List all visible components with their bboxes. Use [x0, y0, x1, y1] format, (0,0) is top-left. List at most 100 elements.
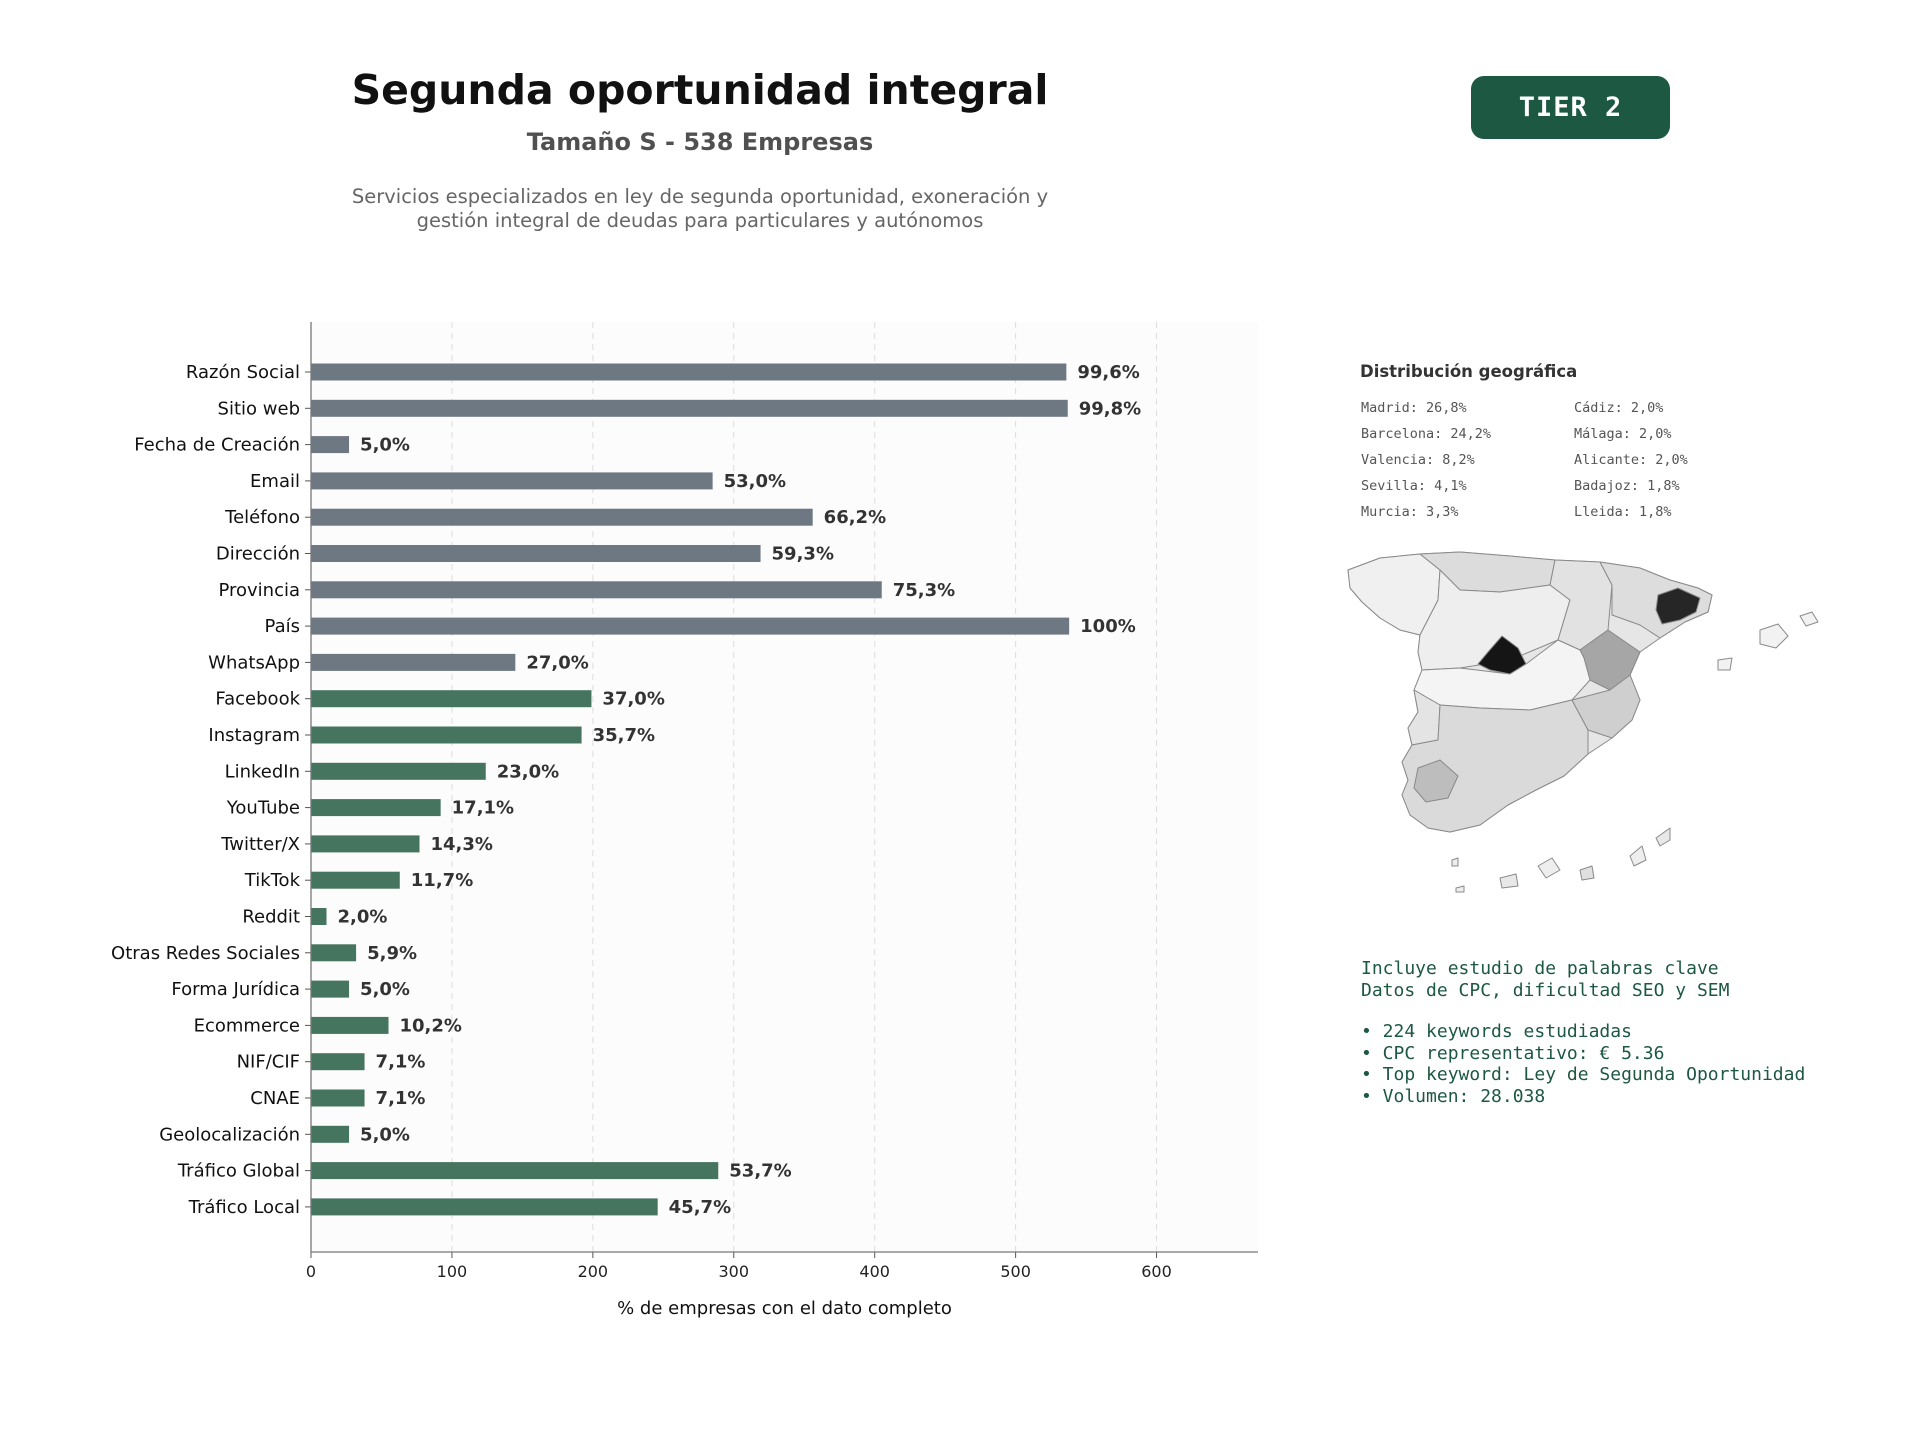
description-line: gestión integral de deudas para particul…	[416, 209, 984, 232]
category-label: TikTok	[244, 870, 301, 891]
bar	[311, 508, 813, 526]
data-label: 45,7%	[669, 1197, 731, 1218]
map-canaries	[1455, 885, 1465, 893]
data-label: 35,7%	[593, 725, 655, 746]
category-label: Otras Redes Sociales	[111, 943, 300, 964]
bar	[311, 581, 882, 599]
geo-title: Distribución geográfica	[1360, 362, 1578, 381]
map-canaries	[1629, 845, 1647, 867]
category-label: Provincia	[218, 580, 300, 601]
description-line: Servicios especializados en ley de segun…	[351, 185, 1049, 208]
data-label: 10,2%	[400, 1015, 462, 1036]
geo-item: Málaga: 2,0%	[1574, 426, 1672, 442]
data-label: 23,0%	[497, 761, 559, 782]
geo-item: Barcelona: 24,2%	[1361, 426, 1492, 442]
page-description: Servicios especializados en ley de segun…	[0, 185, 1400, 233]
data-label: 66,2%	[824, 507, 886, 528]
keyword-bullet: • Volumen: 28.038	[1361, 1085, 1546, 1107]
geo-item: Valencia: 8,2%	[1361, 452, 1475, 468]
x-tick-label: 200	[578, 1262, 609, 1281]
map-region-sevilla	[1413, 759, 1459, 803]
data-label: 53,0%	[724, 471, 786, 492]
bar	[311, 363, 1067, 381]
data-label: 11,7%	[411, 870, 473, 891]
bar	[311, 871, 400, 889]
category-label: Email	[250, 471, 300, 492]
data-label: 14,3%	[431, 834, 493, 855]
x-tick-label: 100	[437, 1262, 468, 1281]
data-label: 99,6%	[1077, 362, 1139, 383]
data-label: 100%	[1080, 616, 1136, 637]
category-label: WhatsApp	[208, 652, 300, 673]
data-label: 99,8%	[1079, 398, 1141, 419]
bar	[311, 399, 1068, 417]
map-region-murcia	[1571, 674, 1641, 739]
bar	[311, 1125, 350, 1143]
map-region-andalucia	[1401, 699, 1589, 833]
category-label: Razón Social	[186, 362, 300, 383]
map-balearics	[1759, 623, 1789, 649]
bar	[311, 908, 327, 925]
data-label: 7,1%	[376, 1088, 426, 1109]
map-region-barcelona	[1655, 587, 1701, 625]
bar	[311, 1089, 365, 1107]
bar	[311, 1053, 365, 1071]
map-region-catalonia	[1599, 561, 1713, 639]
category-label: Forma Jurídica	[171, 979, 300, 1000]
x-tick-label: 500	[1000, 1262, 1031, 1281]
keyword-bullet: • CPC representativo: € 5.36	[1361, 1042, 1665, 1064]
spain-map	[1347, 551, 1819, 893]
category-label: NIF/CIF	[237, 1052, 300, 1073]
bar	[311, 690, 592, 708]
category-label: Geolocalización	[159, 1124, 300, 1145]
data-label: 75,3%	[893, 580, 955, 601]
category-label: Tráfico Global	[177, 1161, 300, 1182]
data-label: 17,1%	[452, 798, 514, 819]
category-label: Fecha de Creación	[134, 435, 300, 456]
geo-item: Murcia: 3,3%	[1361, 504, 1459, 520]
keyword-line: Datos de CPC, dificultad SEO y SEM	[1361, 979, 1730, 1001]
category-label: LinkedIn	[225, 761, 300, 782]
category-label: Twitter/X	[220, 834, 300, 855]
geo-item: Lleida: 1,8%	[1574, 504, 1672, 520]
bar	[311, 799, 441, 817]
bar	[311, 980, 350, 998]
data-label: 5,0%	[360, 1124, 410, 1145]
bar	[311, 944, 357, 962]
keyword-bullet: • Top keyword: Ley de Segunda Oportunida…	[1361, 1064, 1806, 1085]
tier-badge: TIER 2	[1471, 76, 1670, 139]
plot-area	[311, 322, 1258, 1252]
data-label: 5,9%	[367, 943, 417, 964]
category-label: País	[265, 616, 300, 637]
map-canaries	[1579, 865, 1595, 881]
bar	[311, 1162, 719, 1180]
map-canaries	[1499, 873, 1519, 889]
bar	[311, 835, 420, 853]
data-label: 5,0%	[360, 435, 410, 456]
category-label: Reddit	[242, 907, 300, 928]
geo-item: Badajoz: 1,8%	[1574, 478, 1680, 494]
data-label: 7,1%	[376, 1052, 426, 1073]
data-label: 2,0%	[338, 907, 388, 928]
category-label: Ecommerce	[194, 1015, 300, 1036]
page-subtitle: Tamaño S - 538 Empresas	[526, 128, 874, 156]
bar	[311, 1198, 658, 1216]
bar	[311, 762, 486, 780]
category-label: Dirección	[216, 544, 300, 565]
keyword-line: Incluye estudio de palabras clave	[1361, 958, 1719, 979]
category-label: YouTube	[226, 798, 300, 819]
category-label: Teléfono	[224, 507, 300, 528]
category-label: Tráfico Local	[188, 1197, 300, 1218]
category-label: Sitio web	[218, 398, 300, 419]
map-canaries	[1655, 827, 1671, 847]
keyword-panel: Incluye estudio de palabras clave Datos …	[1361, 958, 1805, 1107]
category-label: CNAE	[250, 1088, 300, 1109]
bar	[311, 1016, 389, 1034]
geo-item: Alicante: 2,0%	[1574, 452, 1688, 468]
bar	[311, 617, 1070, 635]
data-label: 27,0%	[526, 652, 588, 673]
category-label: Instagram	[208, 725, 300, 746]
x-tick-label: 0	[306, 1262, 316, 1281]
map-balearics	[1799, 611, 1819, 627]
map-canaries	[1451, 857, 1459, 867]
